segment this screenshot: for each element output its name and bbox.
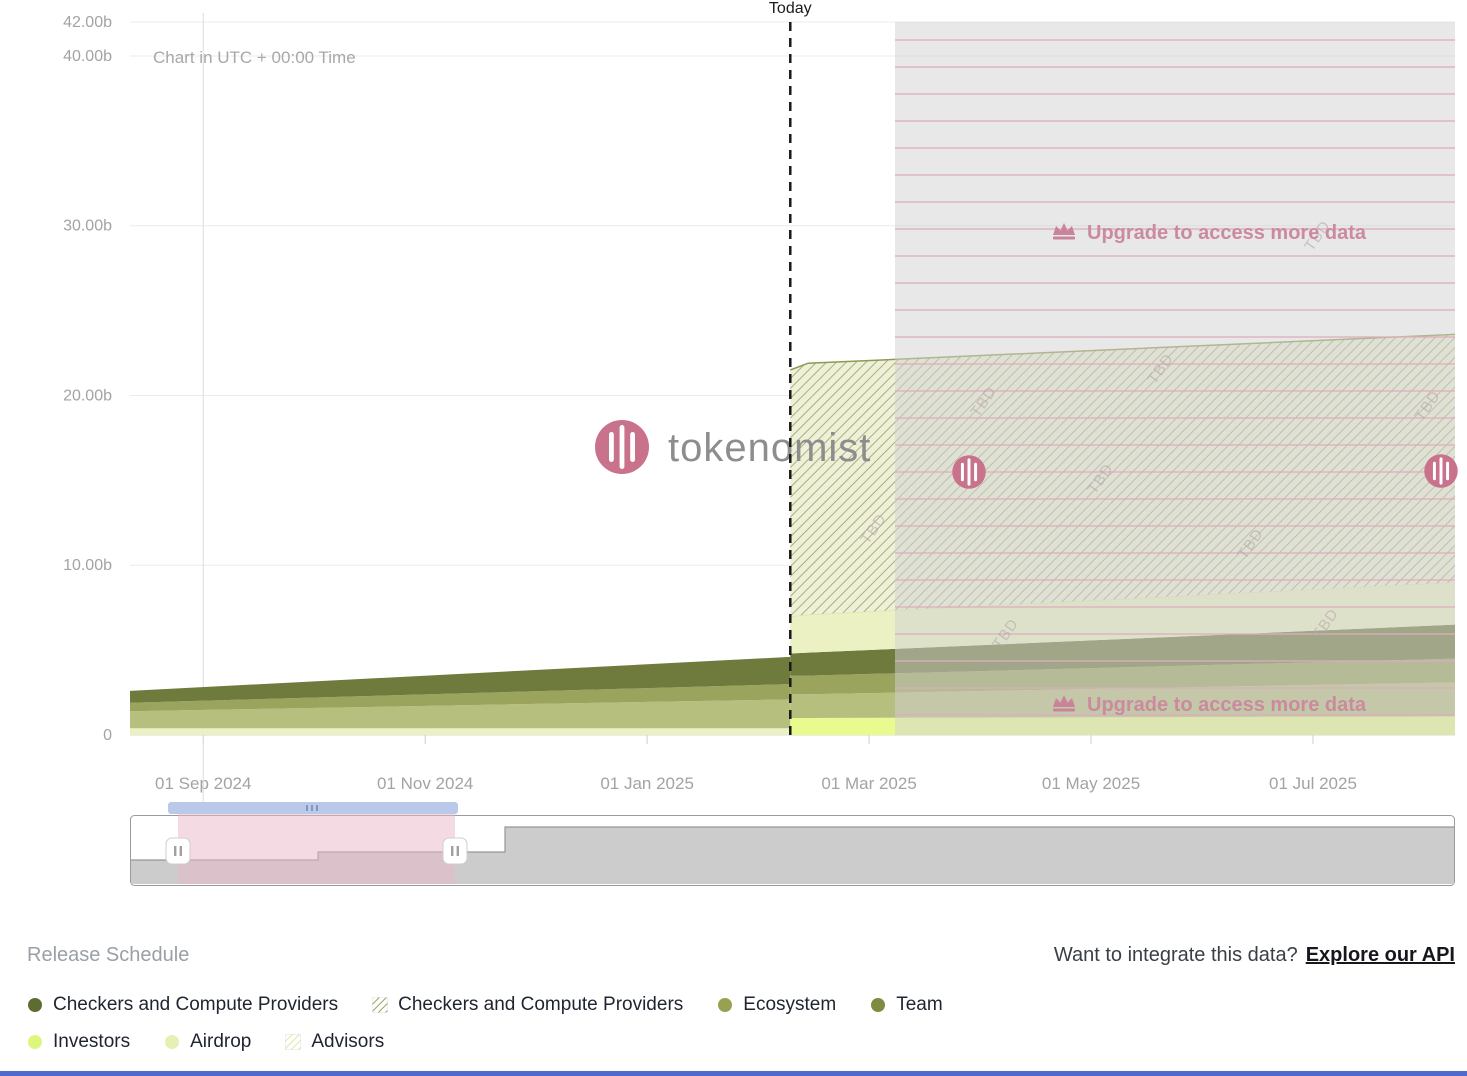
area-checkers-and-compute-providers (130, 656, 791, 703)
bottom-accent-bar (0, 1071, 1467, 1076)
y-axis-label: 30.00b (63, 218, 112, 235)
upgrade-banner-bottom[interactable]: Upgrade to access more data (1053, 694, 1367, 716)
navigator-area (131, 827, 1454, 884)
y-axis-label: 10.00b (63, 557, 112, 574)
tokenomist-watermark: tokenomist (595, 420, 871, 474)
legend-item-checkers-solid[interactable]: Checkers and Compute Providers (27, 994, 338, 1016)
x-axis-label: 01 Mar 2025 (821, 774, 916, 793)
watermark-text: tokenomist (668, 426, 871, 470)
y-axis-label: 40.00b (63, 48, 112, 65)
legend-dot-icon (28, 1035, 42, 1049)
area-team (130, 684, 791, 712)
navigator-handle-right[interactable] (442, 837, 468, 865)
legend-dot-icon (871, 998, 886, 1012)
legend-row-2: Investors Airdrop Advisors (27, 1031, 384, 1053)
legend-label: Team (896, 994, 943, 1015)
today-marker: Today (769, 0, 812, 735)
today-label: Today (769, 0, 812, 17)
api-promo: Want to integrate this data? Explore our… (1054, 944, 1455, 967)
legend-label: Advisors (311, 1031, 385, 1052)
legend-dot-icon (28, 998, 42, 1012)
paywall-stripes (895, 22, 1455, 735)
legend-hatch-icon (372, 997, 389, 1013)
legend-label: Ecosystem (743, 994, 837, 1015)
legend-item-advisors[interactable]: Advisors (285, 1031, 384, 1053)
upgrade-label: Upgrade to access more data (1087, 694, 1367, 716)
legend-label: Airdrop (190, 1031, 252, 1052)
y-axis-label: 0 (103, 727, 112, 744)
x-axis-label: 01 May 2025 (1042, 774, 1140, 793)
upgrade-label: Upgrade to access more data (1087, 222, 1367, 244)
handle-grip-icon (451, 846, 459, 856)
navigator-handle-left[interactable] (165, 837, 191, 865)
legend-dot-icon (165, 1035, 180, 1049)
zoom-bar-grip-icon (306, 805, 318, 811)
crown-icon (1053, 695, 1075, 712)
legend-item-airdrop[interactable]: Airdrop (164, 1031, 251, 1053)
area-airdrop (130, 728, 791, 735)
range-navigator[interactable] (130, 802, 1455, 886)
x-axis-label: 01 Jul 2025 (1269, 774, 1357, 793)
legend-item-investors[interactable]: Investors (27, 1031, 130, 1053)
legend-label: Investors (53, 1031, 131, 1052)
handle-grip-icon (174, 846, 182, 856)
legend-item-team[interactable]: Team (870, 994, 943, 1016)
x-axis-label: 01 Nov 2024 (377, 774, 473, 793)
utc-note: Chart in UTC + 00:00 Time (153, 48, 356, 67)
legend-label: Checkers and Compute Providers (53, 994, 339, 1015)
explore-api-link[interactable]: Explore our API (1305, 944, 1455, 966)
legend-row-1: Checkers and Compute Providers Checkers … (27, 994, 943, 1016)
tokenomist-logo-icon (952, 455, 986, 489)
release-schedule-title: Release Schedule (27, 944, 190, 966)
y-axis-label: 42.00b (63, 14, 112, 31)
legend-item-ecosystem[interactable]: Ecosystem (717, 994, 836, 1016)
legend-dot-icon (718, 998, 733, 1012)
area-ecosystem (130, 699, 791, 729)
navigator-selection[interactable] (178, 806, 455, 884)
api-prompt-text: Want to integrate this data? (1053, 944, 1298, 966)
y-axis-label: 20.00b (63, 387, 112, 404)
legend-label: Checkers and Compute Providers (398, 994, 684, 1015)
legend-item-checkers-upcoming[interactable]: Checkers and Compute Providers (372, 994, 683, 1016)
paywall-overlay: TBD TBD TBD TBD TBD TBD TBD TBD TBD Upgr… (857, 22, 1458, 735)
upgrade-banner-top[interactable]: Upgrade to access more data (1053, 222, 1367, 244)
crown-icon (1053, 223, 1075, 240)
tokenomist-logo-icon (595, 420, 649, 474)
legend-hatch-icon (285, 1034, 302, 1050)
tokenomist-logo-icon (1424, 454, 1458, 488)
x-axis-label: 01 Jan 2025 (600, 774, 694, 793)
